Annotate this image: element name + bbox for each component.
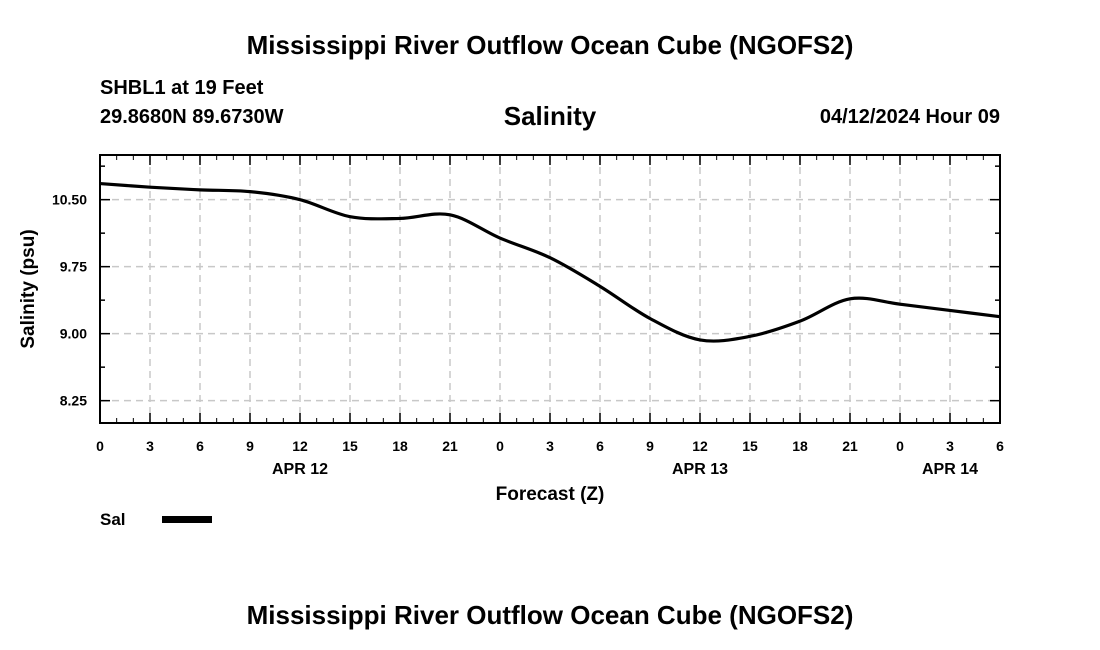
y-tick-label-3: 10.50 — [52, 192, 87, 208]
x-tick-label-13: 15 — [742, 438, 758, 454]
x-tick-label-5: 15 — [342, 438, 358, 454]
x-tick-label-9: 3 — [546, 438, 554, 454]
y-axis-label: Salinity (psu) — [18, 229, 39, 348]
x-tick-label-16: 0 — [896, 438, 904, 454]
x-tick-label-4: 12 — [292, 438, 308, 454]
x-tick-label-7: 21 — [442, 438, 458, 454]
station-label: SHBL1 at 19 Feet — [100, 77, 264, 99]
x-tick-label-15: 21 — [842, 438, 858, 454]
datetime-label: 04/12/2024 Hour 09 — [819, 106, 1000, 128]
y-tick-label-2: 9.75 — [60, 259, 87, 275]
x-axis-label: Forecast (Z) — [496, 484, 605, 505]
x-tick-label-18: 6 — [996, 438, 1004, 454]
x-tick-label-1: 3 — [146, 438, 154, 454]
x-tick-label-12: 12 — [692, 438, 708, 454]
x-tick-label-6: 18 — [392, 438, 408, 454]
date-label-1: APR 13 — [672, 461, 728, 478]
y-tick-label-0: 8.25 — [60, 393, 87, 409]
x-tick-label-10: 6 — [596, 438, 604, 454]
legend-line-swatch — [162, 516, 212, 523]
bottom-title: Mississippi River Outflow Ocean Cube (NG… — [246, 600, 854, 630]
x-tick-label-14: 18 — [792, 438, 808, 454]
main-title: Mississippi River Outflow Ocean Cube (NG… — [246, 30, 854, 60]
x-tick-label-2: 6 — [196, 438, 204, 454]
x-tick-label-8: 0 — [496, 438, 504, 454]
x-tick-label-11: 9 — [646, 438, 654, 454]
x-tick-label-17: 3 — [946, 438, 954, 454]
x-tick-label-3: 9 — [246, 438, 254, 454]
date-label-2: APR 14 — [922, 461, 978, 478]
coordinates-label: 29.8680N 89.6730W — [100, 106, 284, 128]
y-tick-label-1: 9.00 — [60, 326, 87, 342]
series-line-sal — [99, 181, 1001, 343]
plot-frame — [99, 154, 1001, 424]
legend-label: Sal — [100, 510, 126, 529]
chart-title: Salinity — [503, 101, 597, 131]
x-tick-label-0: 0 — [96, 438, 104, 454]
date-label-0: APR 12 — [272, 461, 328, 478]
